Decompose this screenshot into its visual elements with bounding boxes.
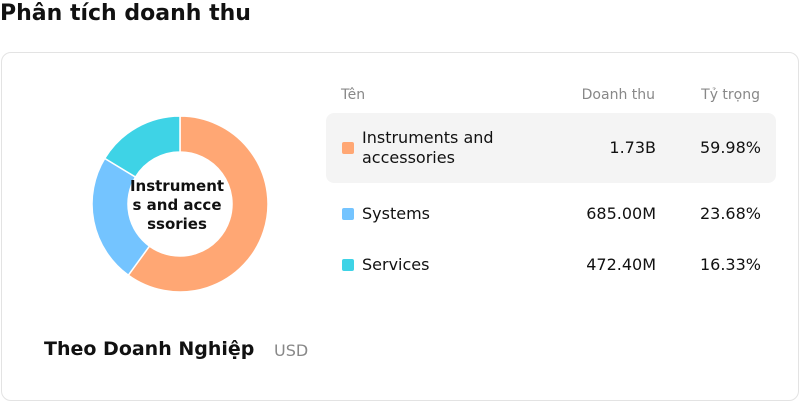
row-revenue: 1.73B (609, 138, 656, 157)
row-name: Services (362, 255, 430, 274)
legend-swatch (342, 208, 354, 220)
unit-label: USD (274, 341, 309, 360)
donut-slice (103, 115, 181, 179)
table-row: Services 472.40M 16.33% (326, 230, 776, 300)
column-header: Tên (341, 87, 366, 103)
card: Instruments and accessories Theo Doanh N… (1, 52, 799, 401)
row-share: 16.33% (699, 255, 761, 274)
table-row: Systems 685.00M 23.68% (326, 179, 776, 249)
page-title: Phân tích doanh thu (0, 1, 251, 26)
column-header: Tỷ trọng (701, 87, 760, 103)
row-name: Instruments and accessories (362, 128, 494, 167)
legend-swatch (342, 259, 354, 271)
table-row: Instruments and accessories 1.73B 59.98% (326, 113, 776, 183)
donut-slice (127, 115, 269, 293)
row-share: 23.68% (699, 204, 761, 223)
row-revenue: 685.00M (586, 204, 656, 223)
legend-swatch (342, 142, 354, 154)
center-label: Instruments and accessories (129, 177, 225, 233)
row-share: 59.98% (699, 138, 761, 157)
row-revenue: 472.40M (586, 255, 656, 274)
column-header: Doanh thu (581, 87, 655, 103)
chart-title: Theo Doanh Nghiệp (44, 338, 255, 360)
row-name: Systems (362, 204, 430, 223)
donut-chart (91, 115, 269, 293)
